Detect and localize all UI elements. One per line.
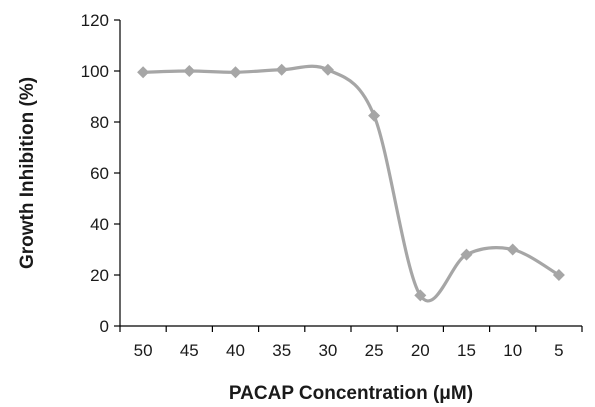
x-axis-title: PACAP Concentration (μM) bbox=[229, 383, 473, 404]
x-tick-label: 20 bbox=[411, 341, 430, 360]
data-point-40 bbox=[229, 66, 242, 79]
x-tick-label: 35 bbox=[272, 341, 291, 360]
data-markers bbox=[137, 63, 565, 302]
x-tick-label: 45 bbox=[180, 341, 199, 360]
data-point-45 bbox=[183, 65, 196, 77]
y-tick-label: 80 bbox=[90, 113, 109, 132]
data-point-25 bbox=[368, 109, 381, 122]
y-tick-label: 20 bbox=[90, 266, 109, 285]
data-point-50 bbox=[137, 66, 150, 79]
y-axis-title: Growth Inhibition (%) bbox=[17, 77, 38, 269]
x-tick-label: 25 bbox=[365, 341, 384, 360]
x-tick-labels: 50 45 40 35 30 25 20 15 10 5 bbox=[134, 341, 564, 360]
x-tick-label: 10 bbox=[503, 341, 522, 360]
data-point-35 bbox=[275, 63, 288, 76]
chart-axes bbox=[114, 19, 583, 332]
x-tick-label: 50 bbox=[134, 341, 153, 360]
x-tick-label: 15 bbox=[457, 341, 476, 360]
x-tick-label: 30 bbox=[318, 341, 337, 360]
y-tick-label: 0 bbox=[100, 317, 109, 336]
x-tick-label: 40 bbox=[226, 341, 245, 360]
data-point-15 bbox=[460, 248, 473, 261]
data-point-10 bbox=[506, 243, 519, 256]
y-tick-label: 120 bbox=[81, 11, 109, 30]
data-point-20 bbox=[414, 289, 427, 302]
data-point-30 bbox=[321, 63, 334, 76]
data-point-5 bbox=[552, 269, 565, 281]
y-tick-label: 60 bbox=[90, 164, 109, 183]
y-tick-label: 40 bbox=[90, 215, 109, 234]
y-tick-labels: 0 20 40 60 80 100 120 bbox=[81, 11, 109, 336]
series-line bbox=[141, 64, 561, 303]
x-tick-label: 5 bbox=[554, 341, 563, 360]
y-tick-label: 100 bbox=[81, 62, 109, 81]
